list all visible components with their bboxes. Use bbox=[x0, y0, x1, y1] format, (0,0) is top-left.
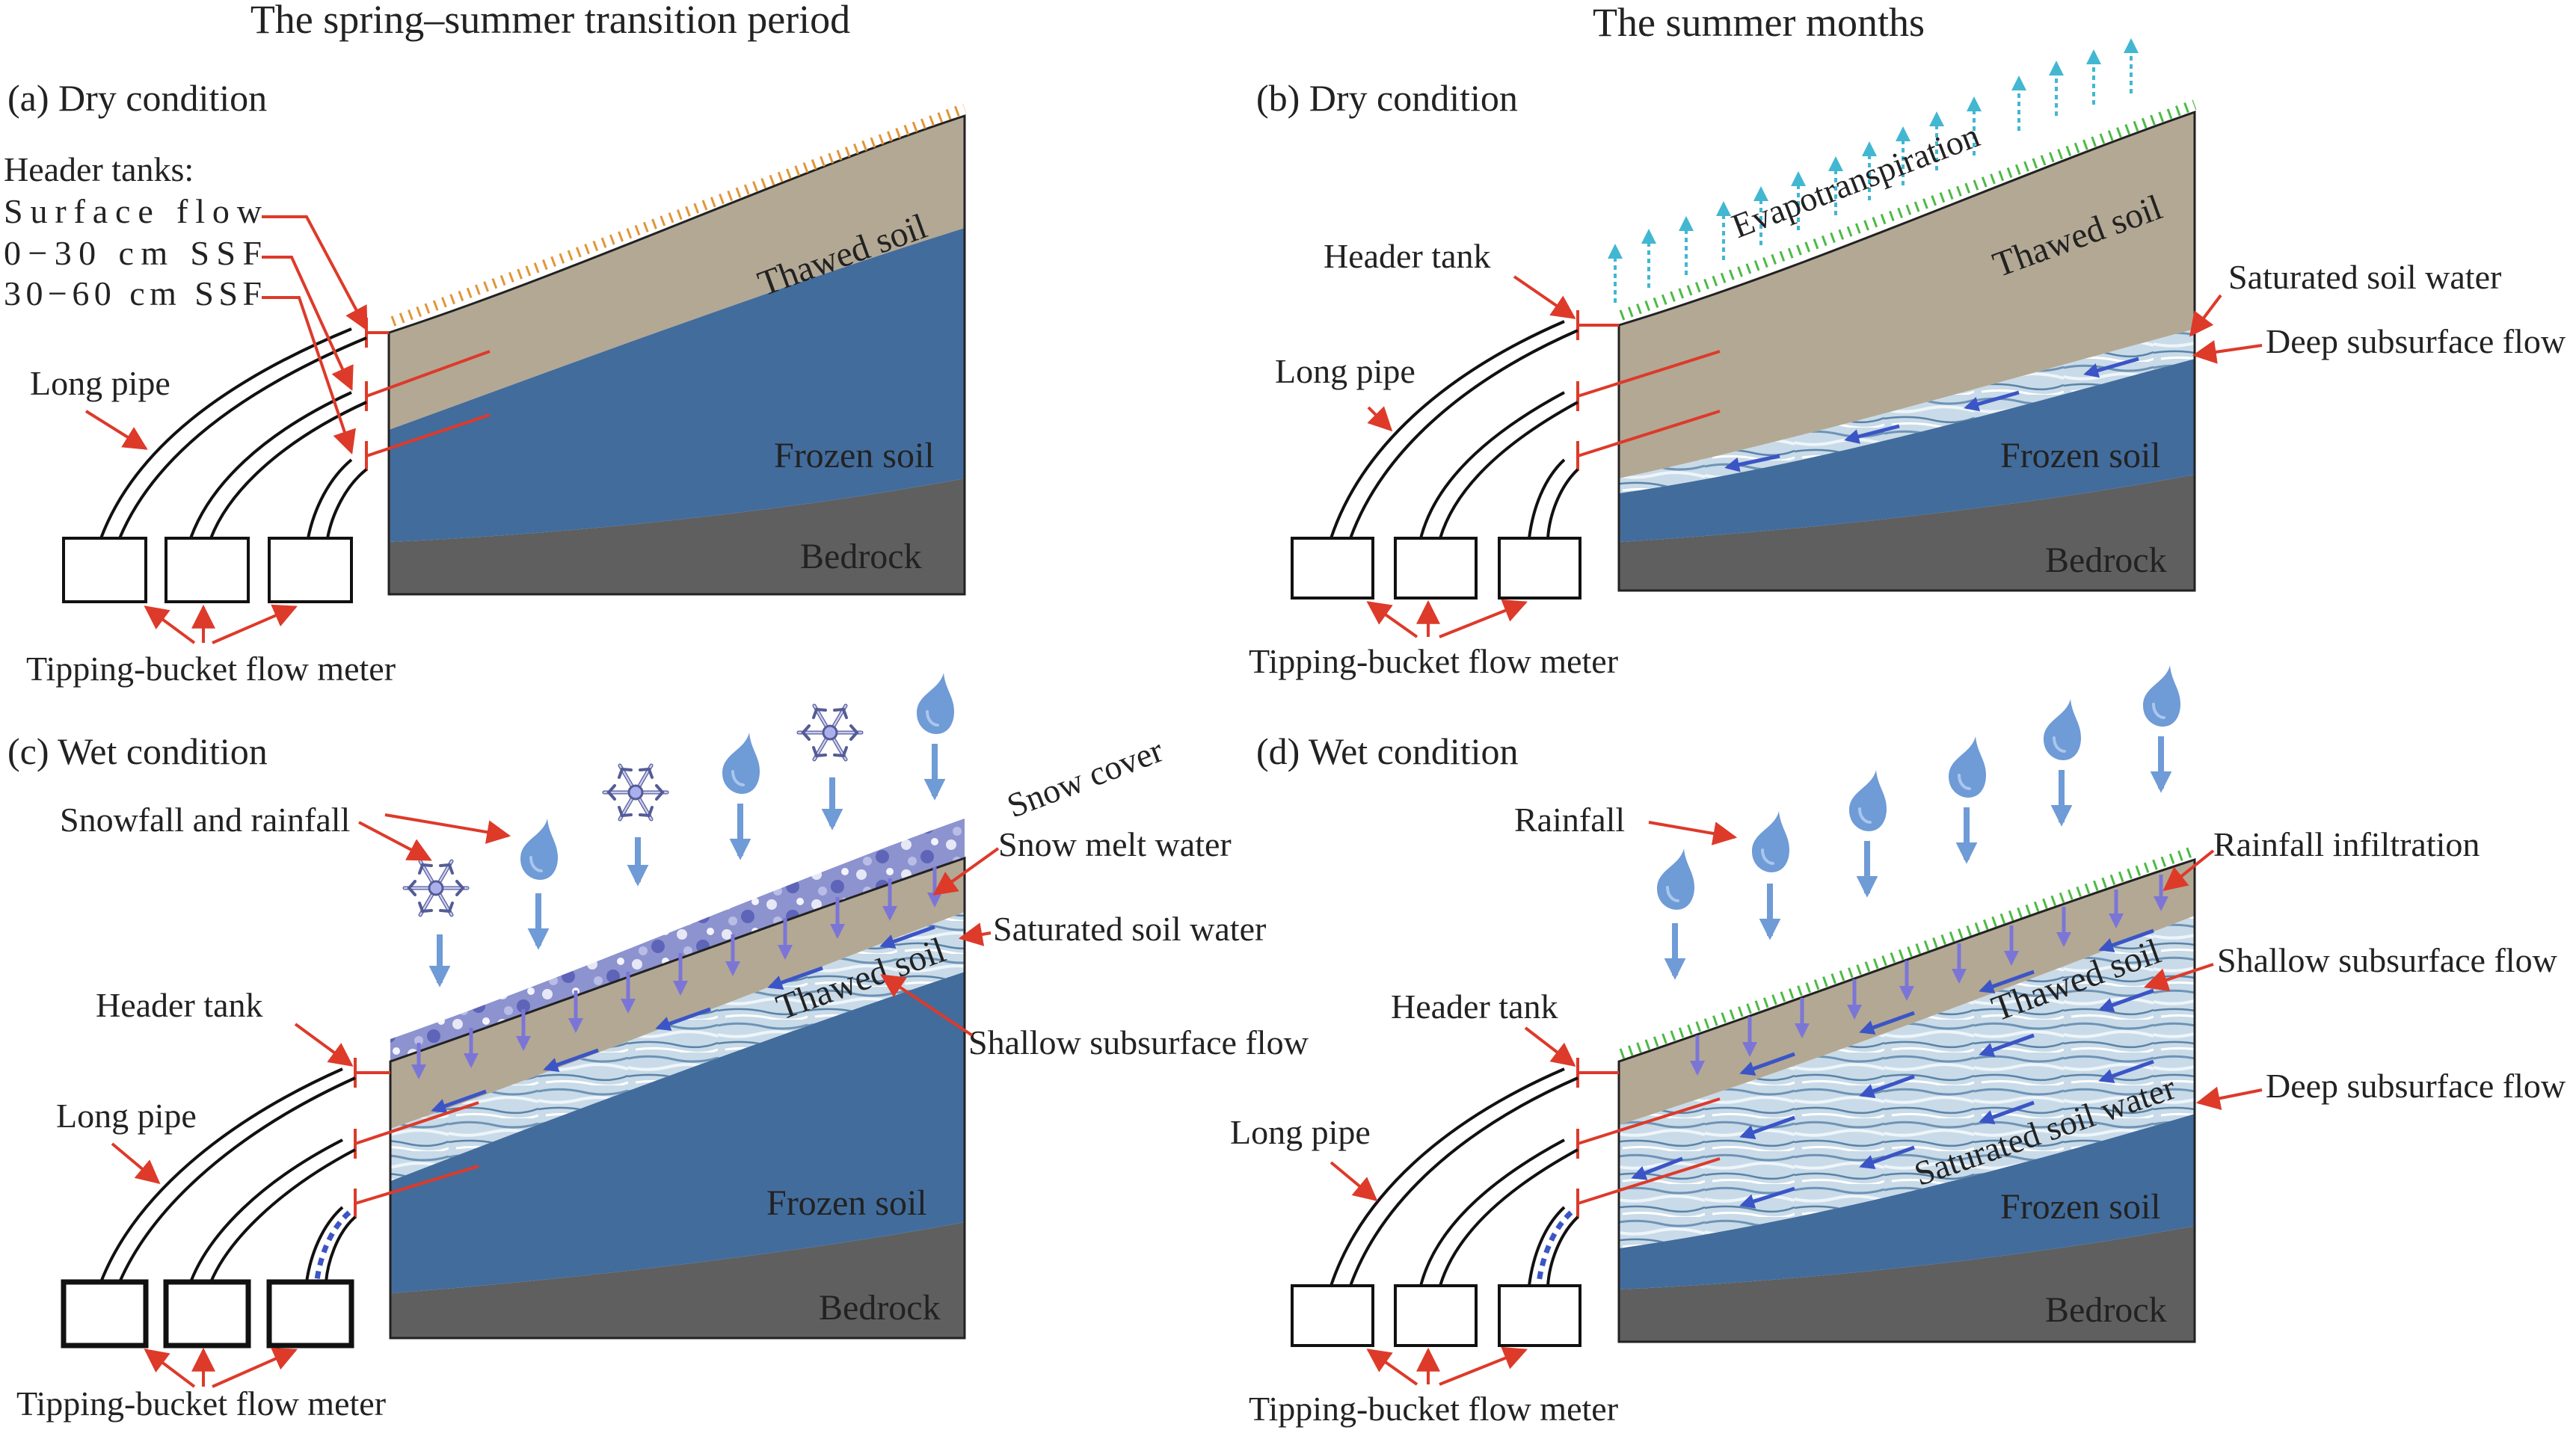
panel-c-pipe-outflow bbox=[314, 1210, 351, 1280]
panel-b-thawed-soil bbox=[1619, 112, 2195, 478]
panel-b-flow-meter-label: Tipping-bucket flow meter bbox=[1249, 642, 1618, 680]
panel-c-pointer-arrows bbox=[111, 813, 1000, 1388]
panel-d-raindrop-icon bbox=[2042, 697, 2082, 762]
panel-d-subsurface-flow-arrows bbox=[1631, 928, 2154, 1209]
panel-d-raindrop-icon bbox=[1947, 735, 1988, 799]
panel-a-header-tanks-label: Header tanks: bbox=[4, 150, 194, 188]
panel-a-thawed-soil bbox=[389, 116, 965, 430]
panel-c-raindrop-icon bbox=[519, 817, 559, 881]
panel-c-shallow-subsurface-flow-label: Shallow subsurface flow bbox=[968, 1023, 1309, 1061]
panel-b-label: (b) Dry condition bbox=[1256, 77, 1518, 119]
panel-b-bedrock-label: Bedrock bbox=[2045, 540, 2167, 580]
panel-c-shallow-flow-arrows bbox=[431, 925, 935, 1114]
panel-d-long-pipes bbox=[1330, 1067, 1579, 1286]
panel-a-ssf-0-30-label: 0−30 cm SSF bbox=[4, 234, 262, 272]
panel-b-deep-subsurface-flow-label: Deep subsurface flow bbox=[2266, 322, 2566, 360]
panel-c-saturated-zone bbox=[390, 912, 965, 1181]
panel-d-frozen-soil bbox=[1619, 1114, 2195, 1289]
panel-c-raindrop-icon bbox=[915, 671, 956, 736]
panel-c-tank-sensors bbox=[354, 1058, 479, 1218]
panel-c-saturated-soil-water-label: Saturated soil water bbox=[993, 910, 1266, 948]
panel-a-frozen-soil bbox=[389, 228, 965, 542]
panel-c-raindrop-icon bbox=[721, 731, 761, 795]
panel-d-label: (d) Wet condition bbox=[1256, 730, 1519, 772]
panel-b-long-pipe-label: Long pipe bbox=[1275, 352, 1415, 390]
panel-a-long-pipe-label: Long pipe bbox=[30, 364, 170, 402]
panel-d-frozen-soil-label: Frozen soil bbox=[2000, 1187, 2161, 1227]
panel-a-surface-flow-label: Surface flow bbox=[4, 192, 262, 230]
panel-b-header-tank-label: Header tank bbox=[1324, 237, 1491, 275]
panel-d-deep-subsurface-flow-label: Deep subsurface flow bbox=[2266, 1067, 2566, 1105]
panel-c-frozen-soil bbox=[390, 972, 965, 1293]
panel-d: (d) Wet condition bbox=[1230, 664, 2566, 1428]
panel-b-frozen-soil-label: Frozen soil bbox=[2000, 436, 2161, 475]
panel-b-green-grass bbox=[1619, 99, 2197, 321]
panel-c-long-pipes bbox=[99, 1067, 357, 1283]
panel-a-dry-grass bbox=[390, 103, 967, 327]
panel-b-long-pipes bbox=[1330, 320, 1579, 539]
panel-b-pointer-arrows bbox=[1366, 275, 2263, 638]
panel-a-pointer-arrows bbox=[84, 215, 368, 644]
panel-d-flow-meter-label: Tipping-bucket flow meter bbox=[1249, 1390, 1618, 1428]
panel-c-header-tank-label: Header tank bbox=[96, 986, 263, 1024]
panel-b-evapotranspiration-arrows bbox=[1608, 38, 2139, 303]
panel-c-snow-cover-label: Snow cover bbox=[1002, 731, 1168, 825]
panel-a-label: (a) Dry condition bbox=[7, 77, 267, 119]
panel-b-deep-flow-arrows bbox=[1724, 357, 2139, 472]
panel-c-flow-meters bbox=[61, 1279, 354, 1349]
panel-a-flow-meter-label: Tipping-bucket flow meter bbox=[26, 650, 396, 688]
right-column-title: The summer months bbox=[1593, 0, 1925, 45]
panel-c-snowflake-icon bbox=[799, 706, 861, 759]
panel-a-long-pipes bbox=[99, 327, 368, 539]
panel-d-rainfall bbox=[1656, 664, 2182, 980]
panel-a-bedrock bbox=[389, 478, 965, 594]
panel-c-bedrock bbox=[390, 1222, 965, 1338]
panel-b-bedrock bbox=[1619, 475, 2195, 591]
panel-b: (b) Dry condition bbox=[1249, 38, 2566, 680]
panel-c-long-pipe-label: Long pipe bbox=[56, 1097, 197, 1135]
panel-c-snowflake-icon bbox=[604, 765, 667, 819]
panel-c-snowflake-icon bbox=[405, 861, 467, 915]
panel-c: (c) Wet condition bbox=[7, 671, 1309, 1423]
panel-d-rainfall-label: Rainfall bbox=[1514, 801, 1625, 839]
panel-d-tank-sensors bbox=[1576, 1058, 1721, 1218]
panel-a-frozen-soil-label: Frozen soil bbox=[774, 436, 935, 475]
panel-c-bedrock-label: Bedrock bbox=[819, 1288, 941, 1328]
panel-d-raindrop-icon bbox=[1848, 768, 1888, 833]
panel-c-label: (c) Wet condition bbox=[7, 730, 268, 772]
panel-c-melt-infiltration-arrows bbox=[411, 867, 942, 1079]
panel-c-snow-cover bbox=[390, 819, 965, 1061]
panel-b-tank-sensors bbox=[1576, 310, 1721, 471]
panel-c-flow-meter-label: Tipping-bucket flow meter bbox=[16, 1384, 386, 1423]
panel-a-flow-meters bbox=[62, 537, 353, 603]
panel-c-snow-melt-water-label: Snow melt water bbox=[998, 825, 1232, 863]
panel-d-saturated-zone bbox=[1619, 916, 2195, 1248]
panel-d-raindrop-icon bbox=[1750, 810, 1791, 874]
panel-d-pointer-arrows bbox=[1330, 821, 2263, 1386]
panel-b-saturated-soil-water-label: Saturated soil water bbox=[2228, 258, 2501, 296]
panel-d-long-pipe-label: Long pipe bbox=[1230, 1113, 1371, 1151]
panel-a: (a) Dry condition Header tanks: Surface … bbox=[4, 77, 967, 688]
panel-d-pipe-outflow bbox=[1536, 1210, 1573, 1283]
panel-b-frozen-soil bbox=[1619, 359, 2195, 542]
panel-b-flow-meters bbox=[1291, 537, 1581, 600]
panel-d-bedrock-label: Bedrock bbox=[2045, 1290, 2167, 1330]
panel-b-saturated-zone bbox=[1619, 329, 2195, 493]
panel-d-bedrock bbox=[1619, 1226, 2195, 1342]
panel-d-flow-meters bbox=[1291, 1284, 1581, 1347]
panel-a-bedrock-label: Bedrock bbox=[800, 537, 922, 576]
panel-d-header-tank-label: Header tank bbox=[1391, 987, 1558, 1026]
panel-c-snowfall-rainfall-label: Snowfall and rainfall bbox=[60, 801, 350, 839]
panel-d-infiltration-arrows bbox=[1690, 875, 2168, 1076]
left-column-title: The spring–summer transition period bbox=[250, 0, 850, 42]
panel-d-raindrop-icon bbox=[1656, 847, 1696, 911]
panel-c-frozen-soil-label: Frozen soil bbox=[766, 1183, 927, 1223]
panel-c-precipitation bbox=[405, 671, 956, 987]
panel-d-shallow-subsurface-flow-label: Shallow subsurface flow bbox=[2217, 941, 2558, 979]
panel-d-raindrop-icon bbox=[2142, 664, 2182, 728]
panel-a-ssf-30-60-label: 30−60 cm SSF bbox=[4, 274, 262, 312]
panel-d-rainfall-infiltration-label: Rainfall infiltration bbox=[2213, 825, 2480, 863]
